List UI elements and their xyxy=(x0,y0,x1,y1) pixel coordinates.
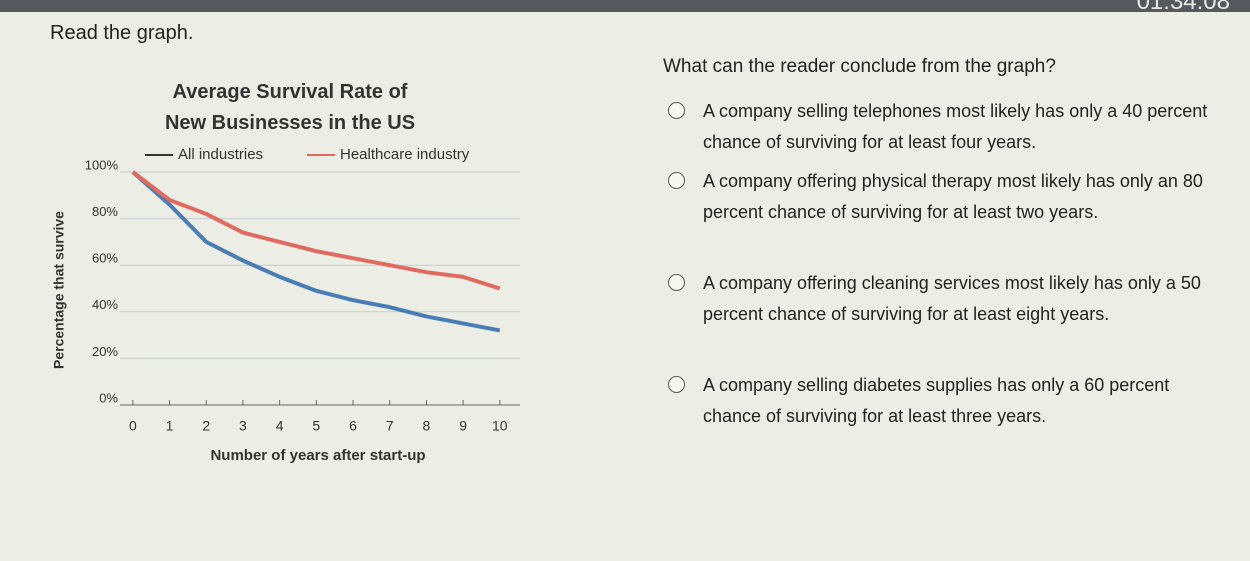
x-tick-label: 2 xyxy=(202,418,210,434)
x-tick-label: 8 xyxy=(423,418,431,434)
x-tick-label: 6 xyxy=(349,418,357,434)
chart: Average Survival Rate of New Businesses i… xyxy=(51,81,520,464)
series-line xyxy=(131,170,501,333)
radio-button[interactable] xyxy=(668,102,685,119)
top-bar: 01:34:08 xyxy=(0,0,1250,15)
x-tick-label: 4 xyxy=(276,418,284,434)
y-tick-label: 60% xyxy=(92,251,118,266)
option-text[interactable]: A company offering physical therapy most… xyxy=(703,171,1203,222)
y-axis-label: Percentage that survive xyxy=(51,211,67,369)
x-tick-label: 3 xyxy=(239,418,247,434)
radio-button[interactable] xyxy=(668,274,685,291)
radio-button[interactable] xyxy=(668,376,685,393)
x-axis-label: Number of years after start-up xyxy=(210,447,425,464)
radio-button[interactable] xyxy=(668,172,685,189)
y-tick-label: 40% xyxy=(92,297,118,312)
option-text[interactable]: A company selling telephones most likely… xyxy=(703,101,1208,152)
y-tick-label: 20% xyxy=(92,344,118,359)
x-tick-label: 7 xyxy=(386,418,394,434)
series-line xyxy=(131,170,501,291)
x-tick-label: 10 xyxy=(492,418,508,434)
instruction: Read the graph. xyxy=(50,22,194,44)
y-tick-label: 100% xyxy=(85,157,119,172)
timer: 01:34:08 xyxy=(1136,0,1230,15)
legend-label: Healthcare industry xyxy=(340,146,470,163)
x-tick-label: 0 xyxy=(129,418,137,434)
legend-label: All industries xyxy=(178,146,263,163)
x-tick-label: 1 xyxy=(166,418,174,434)
question: What can the reader conclude from the gr… xyxy=(663,56,1056,77)
option-text[interactable]: A company selling diabetes supplies has … xyxy=(703,375,1170,426)
y-tick-label: 0% xyxy=(99,390,118,405)
x-tick-label: 9 xyxy=(459,418,467,434)
y-tick-label: 80% xyxy=(92,204,118,219)
x-tick-label: 5 xyxy=(312,418,320,434)
chart-title: Average Survival Rate of New Businesses i… xyxy=(165,81,415,134)
option-text[interactable]: A company offering cleaning services mos… xyxy=(703,273,1201,324)
